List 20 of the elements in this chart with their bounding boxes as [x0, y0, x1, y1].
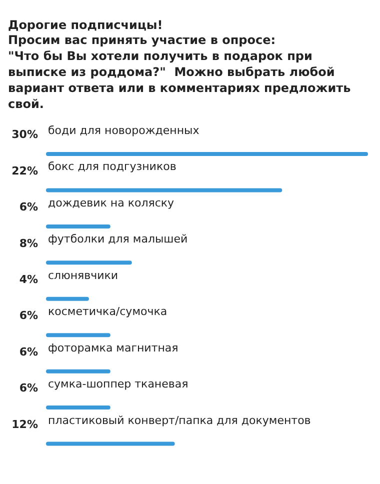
data-label: 30% [12, 128, 38, 142]
data-label: 12% [12, 418, 38, 431]
data-label: 8% [19, 236, 38, 250]
y-tick-label: пластиковый конверт/папка для документов [48, 414, 311, 427]
y-tick-label: сумка-шоппер тканевая [48, 378, 188, 391]
data-label: 6% [19, 200, 38, 214]
chart-subtitle: Просим вас принять участие в опросе: "Что бы Вы хотели получить в подарок при выписке из роддома?" Можно выбрать любой вариант ответа или в комментариях предложить свой. [8, 32, 352, 112]
data-label: 6% [19, 309, 38, 322]
y-tick-label: косметичка/сумочка [48, 305, 168, 318]
data-label: 22% [12, 164, 38, 178]
y-tick-label: футболки для малышей [48, 232, 188, 246]
y-tick-label: дождевик на коляску [48, 196, 175, 210]
data-label: 4% [19, 273, 38, 286]
chart-title: Дорогие подписчицы! [8, 18, 164, 32]
y-tick-label: боди для новорожденных [48, 124, 200, 137]
y-tick-label: бокс для подгузников [48, 160, 176, 174]
data-label: 6% [19, 345, 38, 358]
data-label: 6% [19, 382, 38, 395]
y-tick-label: фоторамка магнитная [48, 341, 178, 354]
y-tick-label: слюнявчики [48, 268, 118, 282]
